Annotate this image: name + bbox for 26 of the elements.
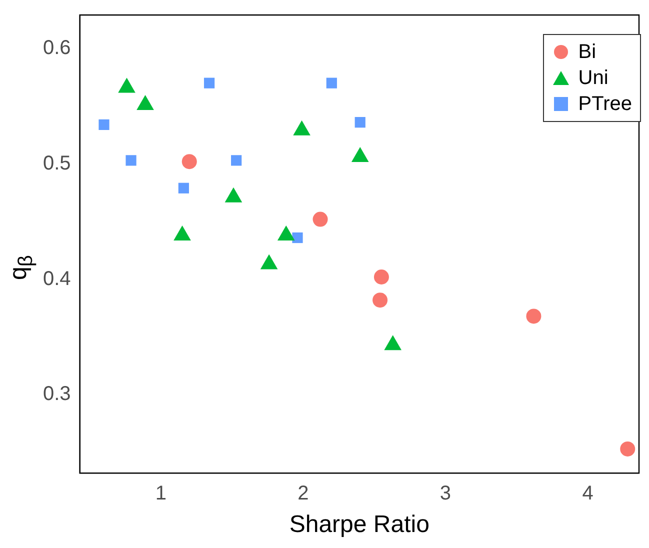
point bbox=[231, 155, 242, 166]
y-tick-label: 0.4 bbox=[42, 268, 71, 290]
point bbox=[178, 182, 189, 194]
point bbox=[620, 441, 636, 456]
legend-label: Bi bbox=[578, 40, 596, 64]
point bbox=[312, 212, 328, 227]
point bbox=[326, 78, 337, 88]
x-tick-label: 3 bbox=[440, 482, 452, 505]
point bbox=[526, 308, 542, 324]
x-tick-label: 4 bbox=[582, 482, 594, 505]
point bbox=[292, 232, 303, 244]
legend-label: PTree bbox=[578, 92, 632, 116]
legend-label: Uni bbox=[578, 66, 608, 90]
x-tick-label: 1 bbox=[155, 482, 166, 505]
point bbox=[354, 117, 366, 128]
x-tick-label: 2 bbox=[298, 482, 309, 505]
point bbox=[126, 155, 136, 166]
point bbox=[374, 269, 389, 284]
point bbox=[204, 78, 215, 88]
y-tick-label: 0.5 bbox=[42, 152, 71, 174]
point bbox=[372, 292, 388, 308]
point bbox=[182, 154, 197, 170]
y-tick-label: 0.3 bbox=[42, 383, 71, 406]
x-axis-title: Sharpe Ratio bbox=[289, 511, 430, 538]
point bbox=[98, 119, 110, 130]
y-tick-label: 0.6 bbox=[42, 36, 71, 59]
